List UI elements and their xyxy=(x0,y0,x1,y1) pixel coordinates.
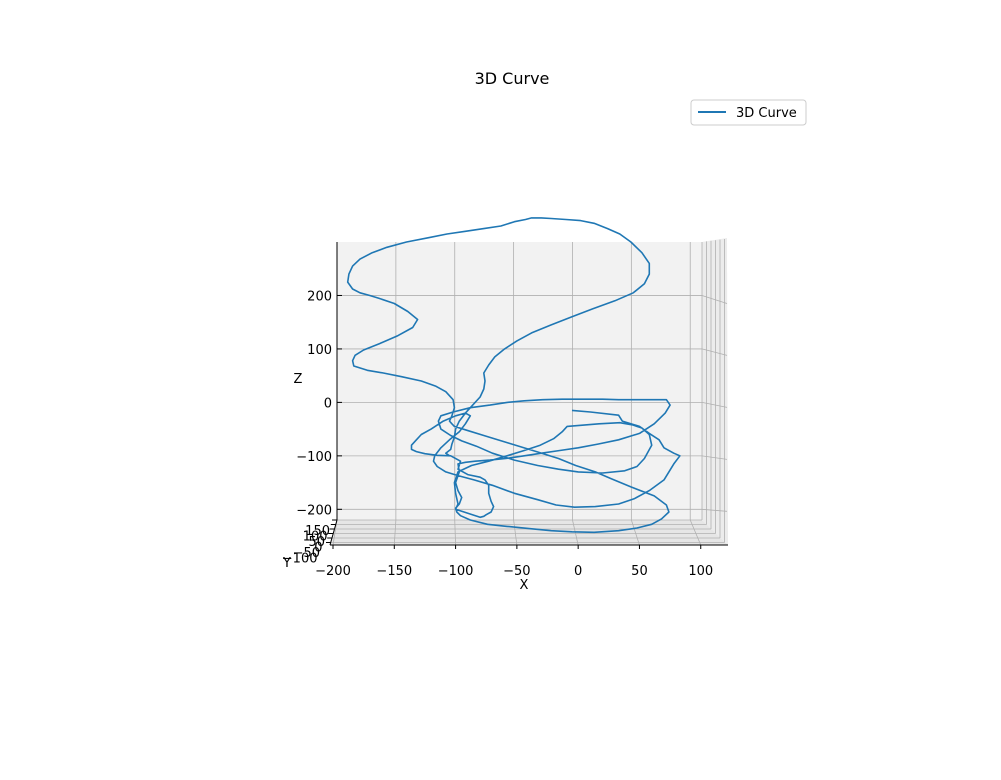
axes xyxy=(329,242,728,546)
legend-entry: 3D Curve xyxy=(736,106,797,121)
z-tick-label-2: 0 xyxy=(324,396,332,411)
series-layer xyxy=(346,217,681,534)
series-line-3d-curve xyxy=(346,217,681,534)
x-tick-label-6: 100 xyxy=(688,564,713,579)
x-tick-label-5: 50 xyxy=(631,564,648,579)
chart-title: 3D Curve xyxy=(475,69,550,88)
x-tick-label-1: −150 xyxy=(376,564,412,579)
z-axis-label: Z xyxy=(294,372,303,387)
plot-pane xyxy=(330,238,728,545)
x-tick-label-4: 0 xyxy=(574,564,582,579)
z-tick-label-3: 100 xyxy=(307,343,332,358)
legend: 3D Curve xyxy=(690,99,807,126)
y-tick-label-2: 50 xyxy=(308,535,325,550)
y-tick-label-0: 150 xyxy=(305,524,330,539)
x-tick-labels: −200 −150 −100 −50 0 50 100 xyxy=(315,564,713,579)
y-tick-label-4: −50 xyxy=(293,546,320,561)
x-axis-label: X xyxy=(520,578,529,593)
floor-pane xyxy=(330,520,728,545)
back-pane xyxy=(337,242,702,520)
x-tick-label-0: −200 xyxy=(315,564,351,579)
y-axis-line xyxy=(329,519,338,546)
y-tick-label-1: 100 xyxy=(303,530,328,545)
z-tick-labels: −200 −100 0 100 200 xyxy=(296,289,332,518)
z-tick-label-4: 200 xyxy=(307,289,332,304)
tick-marks xyxy=(326,294,702,549)
y-tick-label-3: 0 xyxy=(314,541,322,556)
z-tick-label-0: −200 xyxy=(296,503,332,518)
legend-box xyxy=(690,99,807,126)
z-tick-label-1: −100 xyxy=(296,450,332,465)
x-tick-label-2: −100 xyxy=(438,564,474,579)
x-tick-label-3: −50 xyxy=(503,564,530,579)
y-tick-label-5: −100 xyxy=(282,552,318,567)
right-pane xyxy=(702,238,728,545)
grid-lines xyxy=(331,239,728,546)
y-axis-label: Y xyxy=(282,556,291,571)
